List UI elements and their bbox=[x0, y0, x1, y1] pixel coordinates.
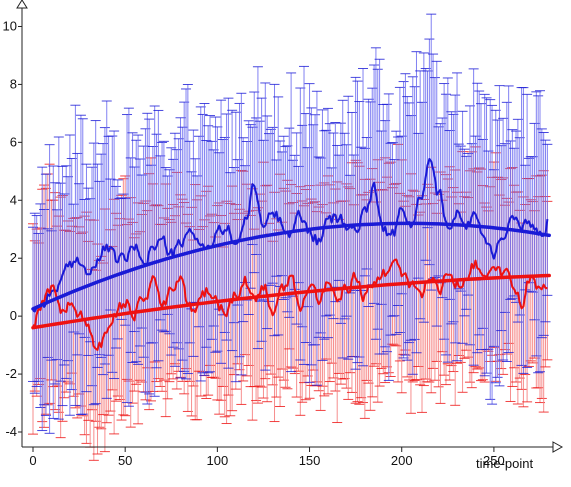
axes-layer: 0 50 100 150 200 250 -4 -2 0 2 4 6 8 10 bbox=[3, 0, 564, 468]
y-tick-label: 8 bbox=[10, 76, 17, 91]
y-tick-label: 4 bbox=[10, 192, 17, 207]
y-tick-label: 10 bbox=[3, 18, 17, 33]
y-tick-label: 6 bbox=[10, 134, 17, 149]
x-axis-label: time-point bbox=[476, 456, 533, 471]
y-tick-label: -4 bbox=[5, 424, 17, 439]
x-tick-label: 100 bbox=[207, 453, 229, 468]
y-axis-arrow bbox=[16, 0, 28, 9]
x-tick-label: 250 bbox=[483, 453, 505, 468]
x-tick-label: 200 bbox=[391, 453, 413, 468]
y-tick-label: -2 bbox=[5, 366, 17, 381]
errorbars-layer bbox=[28, 13, 553, 461]
lines-layer bbox=[31, 158, 551, 351]
series-1-trend bbox=[31, 221, 551, 311]
y-tick-label: 0 bbox=[10, 308, 17, 323]
series-2-line bbox=[32, 258, 548, 351]
x-axis-arrow bbox=[552, 441, 564, 453]
series-2-trend bbox=[31, 273, 551, 330]
x-tick-label: 50 bbox=[118, 453, 132, 468]
series-1-line bbox=[32, 158, 549, 313]
x-tick-label: 0 bbox=[29, 453, 36, 468]
y-tick-label: 2 bbox=[10, 250, 17, 265]
x-tick-label: 150 bbox=[299, 453, 321, 468]
